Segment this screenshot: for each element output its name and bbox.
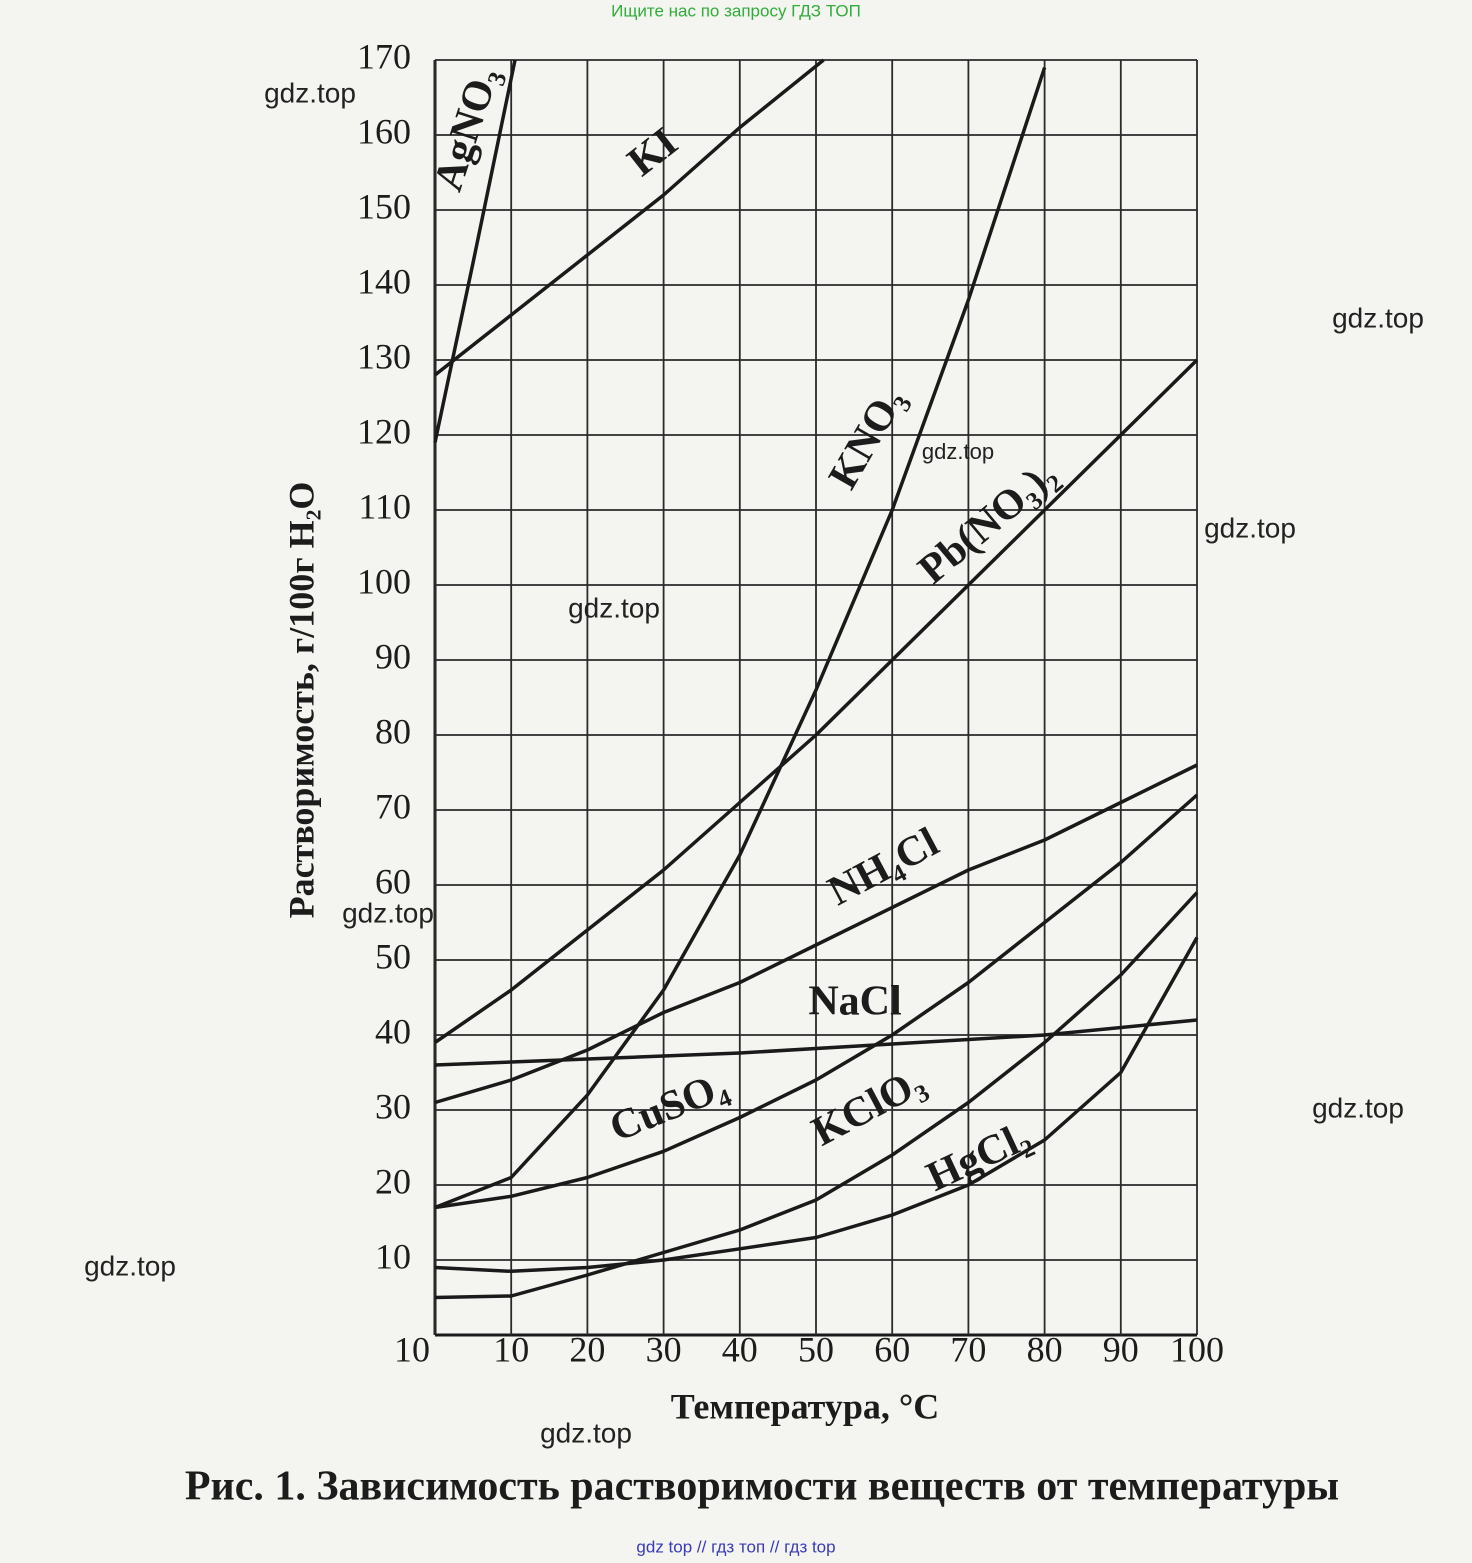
watermark: gdz.top	[1332, 302, 1424, 333]
x-tick-label: 40	[722, 1329, 758, 1369]
watermark: gdz.top	[264, 77, 356, 108]
x-tick-label: 100	[1170, 1329, 1224, 1369]
x-tick-label: 90	[1103, 1329, 1139, 1369]
y-axis-label: Растворимость, г/100г H₂O	[281, 482, 321, 919]
series-line	[434, 66, 1047, 1210]
x-tick-label: 10	[493, 1329, 529, 1369]
y-tick-label: 70	[375, 786, 411, 826]
watermark: gdz.top	[922, 439, 994, 464]
y-tick-label: 100	[357, 561, 411, 601]
y-tick-label: 30	[375, 1086, 411, 1126]
series-label: KNO₃	[820, 380, 914, 497]
series-label: Pb(NO₃)₂	[910, 452, 1066, 593]
x-tick-label: 30	[646, 1329, 682, 1369]
y-tick-label: 20	[375, 1161, 411, 1201]
series-label: NaCl	[808, 979, 901, 1025]
y-tick-label: 140	[357, 261, 411, 301]
x-tick-label: 60	[874, 1329, 910, 1369]
series-line	[433, 58, 825, 377]
grid	[433, 59, 1198, 1337]
y-tick-label: 60	[375, 861, 411, 901]
x-tick-label: 70	[950, 1329, 986, 1369]
series-line	[434, 1018, 1198, 1067]
watermark: gdz.top	[1204, 512, 1296, 543]
y-tick-label: 90	[375, 636, 411, 676]
y-tick-label: 150	[357, 186, 411, 226]
series-line	[434, 793, 1199, 1210]
series-line	[434, 358, 1199, 1044]
watermark: gdz.top	[540, 1417, 632, 1448]
y-tick-label: 50	[375, 936, 411, 976]
x-axis-label: Температура, °C	[671, 1386, 940, 1426]
y-tick-label: 120	[357, 411, 411, 451]
y-tick-label: 130	[357, 336, 411, 376]
x-tick-label: 80	[1027, 1329, 1063, 1369]
series-label: KI	[619, 119, 686, 185]
caption: Рис. 1. Зависимость растворимости вещест…	[185, 1464, 1339, 1510]
series-label: AgNO₃	[425, 61, 508, 196]
watermark: gdz.top	[1312, 1092, 1404, 1123]
series-line	[434, 891, 1199, 1300]
series-line	[434, 936, 1199, 1274]
labels: 10 10 20 30 40 50 60 70 80 90 100 10 20 30 40 50 60 70 80 9…	[357, 36, 1224, 1369]
series-label: HgCl₂	[920, 1113, 1038, 1200]
y-tick-label: 10	[375, 1236, 411, 1276]
x-tick-label: 50	[798, 1329, 834, 1369]
x-tick-label: 10	[394, 1329, 430, 1369]
y-tick-label: 110	[358, 486, 411, 526]
watermark: gdz.top	[84, 1250, 176, 1281]
series-line	[433, 59, 517, 443]
header-note: Ищите нас по запросу ГДЗ ТОП	[611, 1, 861, 20]
watermark: gdz.top	[342, 897, 434, 928]
series-label: CuSO₄	[603, 1062, 734, 1151]
lines	[433, 58, 1199, 1300]
watermark: gdz.top	[568, 592, 660, 623]
y-tick-label: 160	[357, 111, 411, 151]
x-tick-label: 20	[569, 1329, 605, 1369]
series-label: NH₄Cl	[821, 819, 946, 915]
y-tick-label: 170	[357, 36, 411, 76]
y-tick-label: 80	[375, 711, 411, 751]
footer-note: gdz top // гдз топ // гдз top	[636, 1537, 835, 1556]
y-tick-label: 40	[375, 1011, 411, 1051]
